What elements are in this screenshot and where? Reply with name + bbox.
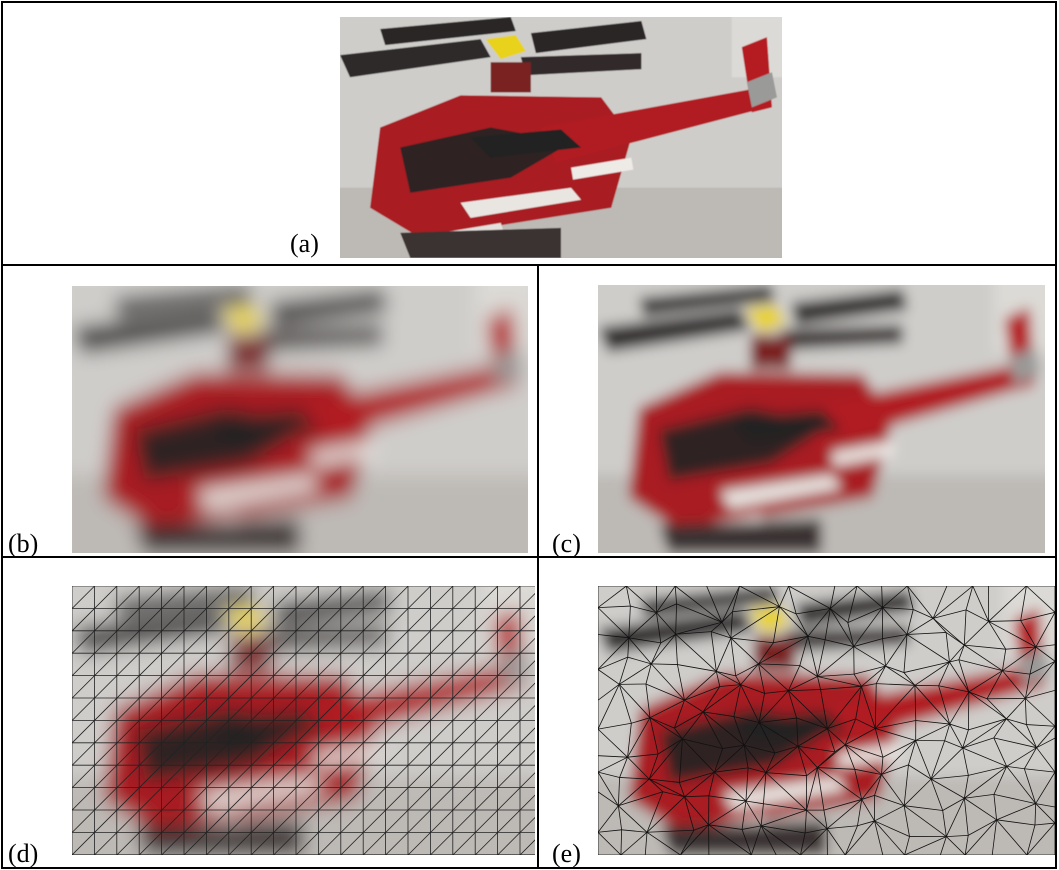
panel-label: (b) <box>8 529 38 558</box>
panel-label: (c) <box>552 529 581 558</box>
shape <box>750 335 791 369</box>
figure: (a) (b) (c) (d) (e) <box>0 0 1059 870</box>
panel-label: (e) <box>552 839 581 868</box>
shape <box>134 520 300 553</box>
scene <box>51 264 548 576</box>
photo <box>320 0 802 278</box>
shape <box>491 62 531 92</box>
scene <box>51 564 556 870</box>
photo <box>578 263 1059 576</box>
panel-label: (a) <box>290 229 319 258</box>
images <box>0 0 1059 870</box>
scene <box>320 0 802 278</box>
shape <box>227 336 268 369</box>
shape <box>659 520 822 554</box>
photo <box>577 564 1059 870</box>
panel-label: (d) <box>8 839 38 868</box>
photo <box>51 264 548 576</box>
scene <box>578 263 1059 576</box>
shape <box>0 586 72 855</box>
shape <box>400 228 561 258</box>
